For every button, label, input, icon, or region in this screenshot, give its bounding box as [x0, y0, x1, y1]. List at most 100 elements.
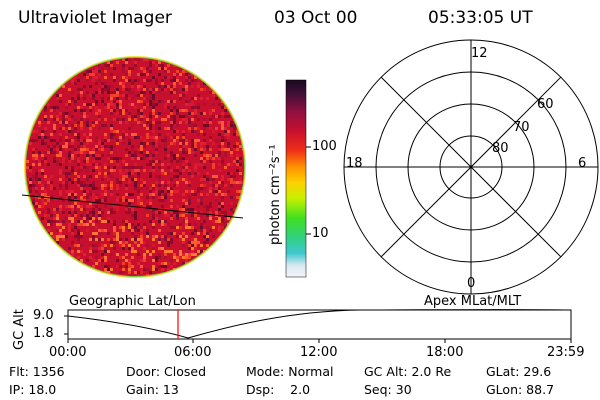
disk-pixel [62, 199, 65, 202]
disk-pixel [200, 151, 203, 154]
disk-pixel [137, 199, 140, 202]
disk-pixel [101, 67, 104, 70]
disk-pixel [110, 64, 113, 67]
disk-pixel [53, 217, 56, 220]
disk-pixel [227, 148, 230, 151]
disk-pixel [137, 181, 140, 184]
disk-pixel [152, 142, 155, 145]
disk-pixel [182, 94, 185, 97]
disk-pixel [233, 172, 236, 175]
disk-pixel [203, 220, 206, 223]
disk-pixel [41, 211, 44, 214]
disk-pixel [44, 160, 47, 163]
disk-pixel [203, 175, 206, 178]
disk-pixel [164, 85, 167, 88]
disk-pixel [41, 217, 44, 220]
disk-pixel [176, 124, 179, 127]
disk-pixel [50, 184, 53, 187]
disk-pixel [230, 202, 233, 205]
disk-pixel [212, 94, 215, 97]
disk-pixel [104, 76, 107, 79]
disk-pixel [167, 154, 170, 157]
disk-pixel [161, 88, 164, 91]
altitude-plot-frame [67, 309, 572, 340]
disk-pixel [209, 112, 212, 115]
disk-pixel [200, 202, 203, 205]
disk-pixel [164, 196, 167, 199]
disk-pixel [86, 214, 89, 217]
disk-pixel [152, 112, 155, 115]
disk-pixel [77, 151, 80, 154]
disk-pixel [173, 226, 176, 229]
disk-pixel [152, 145, 155, 148]
disk-pixel [110, 136, 113, 139]
disk-pixel [107, 268, 110, 271]
disk-pixel [77, 202, 80, 205]
disk-pixel [200, 193, 203, 196]
disk-pixel [98, 166, 101, 169]
disk-pixel [53, 235, 56, 238]
disk-pixel [95, 196, 98, 199]
disk-pixel [203, 187, 206, 190]
disk-pixel [197, 232, 200, 235]
disk-pixel [146, 163, 149, 166]
disk-pixel [59, 94, 62, 97]
disk-pixel [146, 121, 149, 124]
disk-pixel [92, 265, 95, 268]
disk-pixel [143, 115, 146, 118]
disk-pixel [80, 151, 83, 154]
disk-pixel [182, 256, 185, 259]
disk-pixel [107, 217, 110, 220]
disk-pixel [233, 130, 236, 133]
disk-pixel [206, 235, 209, 238]
disk-pixel [77, 136, 80, 139]
disk-pixel [158, 220, 161, 223]
disk-pixel [95, 175, 98, 178]
disk-pixel [173, 262, 176, 265]
disk-pixel [74, 172, 77, 175]
disk-pixel [125, 76, 128, 79]
disk-pixel [92, 232, 95, 235]
disk-pixel [77, 157, 80, 160]
disk-pixel [122, 172, 125, 175]
disk-pixel [185, 202, 188, 205]
disk-pixel [173, 130, 176, 133]
disk-pixel [143, 106, 146, 109]
disk-pixel [179, 154, 182, 157]
disk-pixel [98, 232, 101, 235]
disk-pixel [239, 145, 242, 148]
disk-pixel [71, 130, 74, 133]
info-dsp: Dsp: 2.0 [246, 382, 311, 397]
disk-pixel [77, 223, 80, 226]
disk-pixel [101, 247, 104, 250]
disk-pixel [119, 91, 122, 94]
disk-pixel [74, 133, 77, 136]
disk-pixel [146, 58, 149, 61]
disk-pixel [98, 169, 101, 172]
disk-pixel [188, 112, 191, 115]
disk-pixel [134, 166, 137, 169]
disk-pixel [101, 100, 104, 103]
disk-pixel [140, 118, 143, 121]
disk-pixel [125, 199, 128, 202]
disk-pixel [71, 154, 74, 157]
disk-pixel [104, 85, 107, 88]
disk-pixel [191, 106, 194, 109]
disk-pixel [203, 127, 206, 130]
disk-pixel [134, 61, 137, 64]
disk-pixel [212, 91, 215, 94]
disk-pixel [236, 181, 239, 184]
disk-pixel [194, 193, 197, 196]
disk-pixel [89, 139, 92, 142]
disk-pixel [116, 94, 119, 97]
disk-pixel [158, 265, 161, 268]
disk-pixel [206, 205, 209, 208]
disk-pixel [158, 91, 161, 94]
disk-pixel [125, 241, 128, 244]
disk-pixel [77, 238, 80, 241]
disk-pixel [134, 169, 137, 172]
disk-pixel [179, 157, 182, 160]
disk-pixel [98, 247, 101, 250]
disk-pixel [26, 166, 29, 169]
disk-pixel [44, 220, 47, 223]
